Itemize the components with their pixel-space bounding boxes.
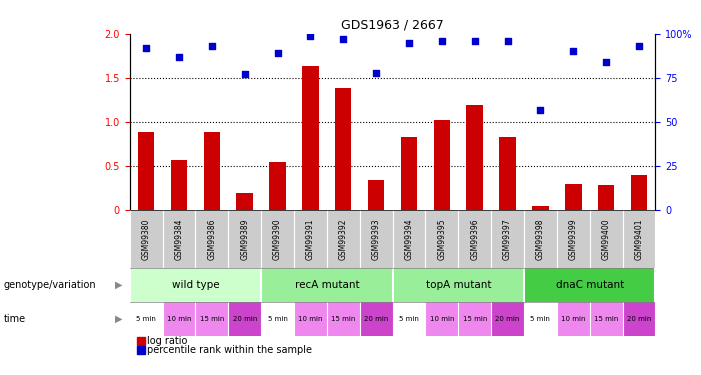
Text: log ratio: log ratio [147,336,188,346]
Point [272,50,283,56]
Text: 10 min: 10 min [298,316,322,322]
Point [239,71,250,77]
Text: GSM99393: GSM99393 [372,219,381,260]
Point [403,40,414,46]
Bar [598,185,614,210]
Text: GDS1963 / 2667: GDS1963 / 2667 [341,19,444,32]
Bar [203,132,220,210]
Text: time: time [4,314,26,324]
Point [469,38,480,44]
Text: GSM99398: GSM99398 [536,219,545,260]
Text: 20 min: 20 min [364,316,388,322]
Bar [532,207,549,210]
Text: ▶: ▶ [115,314,123,324]
Text: GSM99380: GSM99380 [142,219,151,260]
Bar [138,132,154,210]
Point [206,43,217,49]
Text: 15 min: 15 min [200,316,224,322]
Text: wild type: wild type [172,280,219,290]
Bar [171,160,187,210]
Text: GSM99399: GSM99399 [569,219,578,260]
Text: 5 min: 5 min [136,316,156,322]
Text: 15 min: 15 min [594,316,618,322]
Point [338,36,349,42]
Bar [434,120,450,210]
Bar [302,66,319,210]
Text: 20 min: 20 min [627,316,651,322]
Point [634,43,645,49]
Point [535,106,546,112]
Text: 15 min: 15 min [331,316,355,322]
Text: 5 min: 5 min [531,316,550,322]
Bar [631,175,647,210]
Point [173,54,184,60]
Text: GSM99397: GSM99397 [503,219,512,260]
Text: 10 min: 10 min [561,316,585,322]
Text: GSM99384: GSM99384 [175,219,184,260]
Text: 20 min: 20 min [233,316,257,322]
Text: topA mutant: topA mutant [426,280,491,290]
Point [371,69,382,75]
Text: 5 min: 5 min [399,316,419,322]
Text: 20 min: 20 min [496,316,519,322]
Text: recA mutant: recA mutant [294,280,359,290]
Text: GSM99389: GSM99389 [240,219,249,260]
Text: 15 min: 15 min [463,316,487,322]
Bar [236,193,253,210]
Text: dnaC mutant: dnaC mutant [556,280,624,290]
Text: GSM99400: GSM99400 [601,219,611,260]
Text: GSM99386: GSM99386 [207,219,217,260]
Text: GSM99394: GSM99394 [404,219,414,260]
Text: GSM99395: GSM99395 [437,219,447,260]
Bar [499,137,516,210]
Point [568,48,579,54]
Bar [565,184,582,210]
Text: GSM99396: GSM99396 [470,219,479,260]
Text: GSM99392: GSM99392 [339,219,348,260]
Point [502,38,513,44]
Text: 5 min: 5 min [268,316,287,322]
Text: GSM99401: GSM99401 [634,219,644,260]
Text: GSM99390: GSM99390 [273,219,282,260]
Bar [335,88,351,210]
Point [601,59,612,65]
Text: percentile rank within the sample: percentile rank within the sample [147,345,312,355]
Text: 10 min: 10 min [430,316,454,322]
Text: GSM99391: GSM99391 [306,219,315,260]
Bar [401,137,417,210]
Bar [368,180,384,210]
Point [140,45,151,51]
Text: ▶: ▶ [115,280,123,290]
Point [436,38,447,44]
Point [305,33,316,39]
Text: genotype/variation: genotype/variation [4,280,96,290]
Bar [466,105,483,210]
Bar [269,162,286,210]
Text: 10 min: 10 min [167,316,191,322]
